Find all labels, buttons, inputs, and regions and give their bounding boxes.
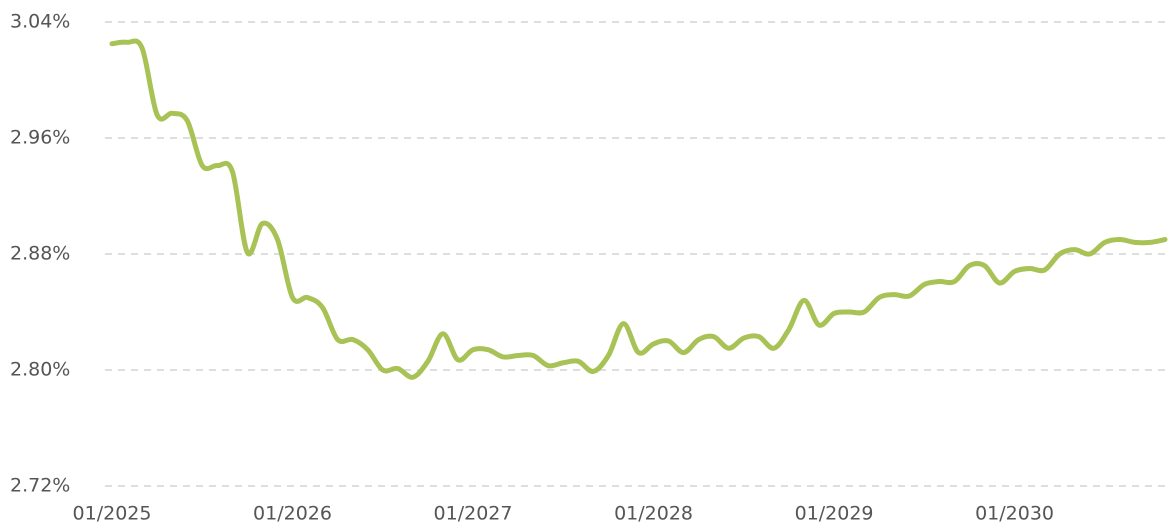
y-tick-label: 2.80%	[10, 359, 70, 381]
x-tick-label: 01/2028	[614, 503, 693, 524]
y-tick-label: 3.04%	[10, 11, 70, 33]
x-tick-label: 01/2025	[73, 503, 152, 524]
x-tick-label: 01/2026	[253, 503, 332, 524]
x-tick-label: 01/2027	[434, 503, 513, 524]
x-tick-label: 01/2030	[975, 503, 1054, 524]
y-tick-label: 2.96%	[10, 127, 70, 149]
line	[109, 38, 1168, 380]
x-tick-label: 01/2029	[795, 503, 874, 524]
y-tick-label: 2.88%	[10, 243, 70, 265]
y-tick-label: 2.72%	[10, 475, 70, 497]
